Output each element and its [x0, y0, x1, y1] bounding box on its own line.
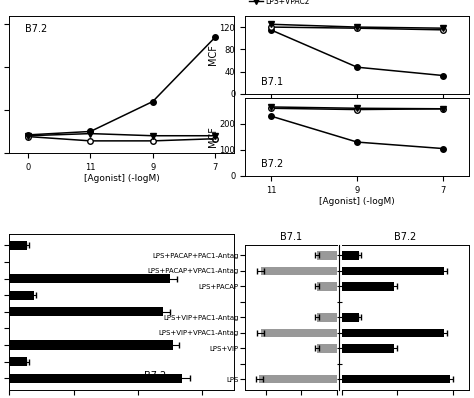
- Bar: [9, 374, 182, 383]
- Bar: [342, 267, 444, 275]
- Bar: [9, 241, 27, 250]
- Bar: [342, 375, 450, 383]
- Text: B7.2: B7.2: [261, 158, 283, 168]
- Bar: [342, 313, 359, 322]
- X-axis label: [Agonist] (-logM): [Agonist] (-logM): [319, 197, 395, 207]
- Bar: [9, 307, 163, 316]
- Bar: [9, 341, 173, 350]
- Y-axis label: MCF: MCF: [208, 45, 218, 65]
- Bar: [342, 344, 394, 353]
- Bar: [342, 251, 359, 260]
- Text: B7.2: B7.2: [144, 371, 166, 381]
- Text: B7.2: B7.2: [394, 232, 417, 242]
- Bar: [317, 313, 337, 322]
- Bar: [261, 267, 337, 275]
- Bar: [317, 344, 337, 353]
- Text: B7.1: B7.1: [261, 76, 283, 87]
- Y-axis label: MCF: MCF: [208, 127, 218, 147]
- Bar: [9, 274, 170, 283]
- Bar: [317, 251, 337, 260]
- Bar: [261, 328, 337, 337]
- Bar: [342, 282, 394, 291]
- Legend: LPS+VPAC1, LPS+PAC1, LPS+VPAC2: LPS+VPAC1, LPS+PAC1, LPS+VPAC2: [249, 0, 310, 6]
- X-axis label: [Agonist] (-logM): [Agonist] (-logM): [84, 174, 159, 183]
- Text: B7.1: B7.1: [280, 232, 302, 242]
- Bar: [342, 328, 444, 337]
- Text: B7.2: B7.2: [25, 24, 47, 34]
- Bar: [9, 357, 27, 366]
- Bar: [317, 282, 337, 291]
- Bar: [259, 375, 337, 383]
- Bar: [9, 291, 34, 300]
